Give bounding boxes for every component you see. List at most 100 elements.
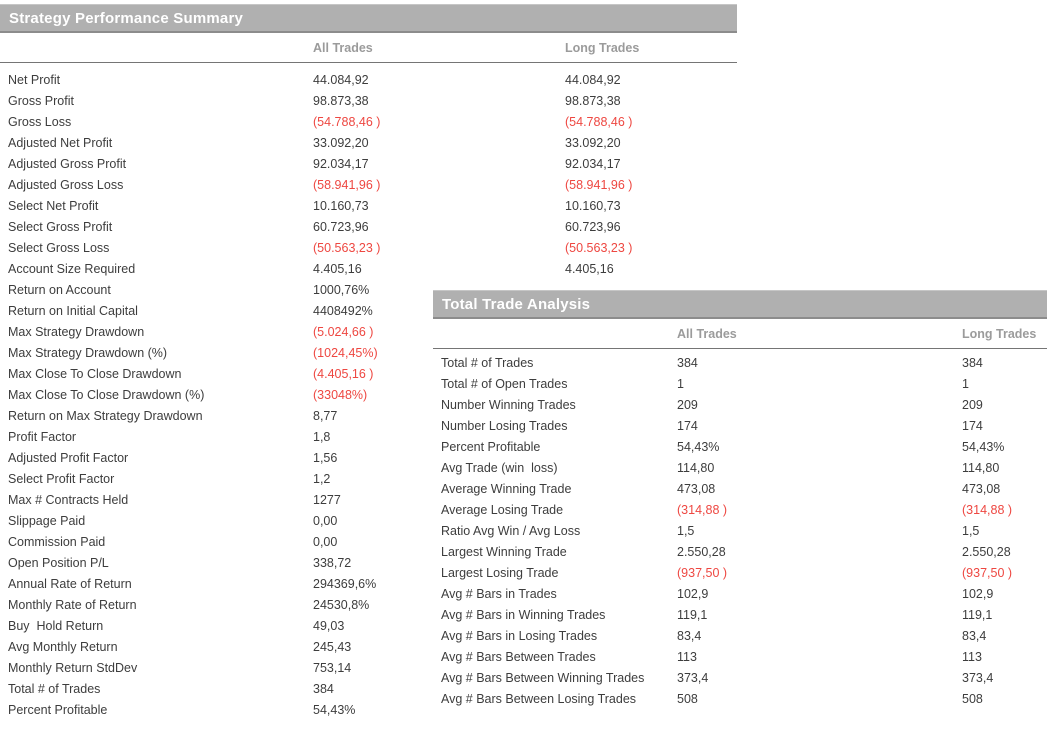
table-row: Largest Losing Trade (937,50 ) (937,50 ) <box>433 563 1047 584</box>
table-row: Avg # Bars Between Trades 113 113 <box>433 647 1047 668</box>
row-value-all-trades: (5.024,66 ) <box>313 325 374 339</box>
row-value-all-trades: (58.941,96 ) <box>313 178 381 192</box>
row-label: Adjusted Net Profit <box>8 136 113 150</box>
table-row: Max Strategy Drawdown (5.024,66 ) <box>0 322 737 343</box>
row-value-all-trades: 113 <box>677 650 697 664</box>
table-row: Avg Monthly Return 245,43 <box>0 637 737 658</box>
row-value-long-trades: 44.084,92 <box>565 73 621 87</box>
strategy-summary-column-header-all-trades: All Trades <box>313 40 373 55</box>
row-label: Monthly Rate of Return <box>8 598 137 612</box>
trade-analysis-header-divider <box>433 348 1047 349</box>
row-value-all-trades: 338,72 <box>313 556 352 570</box>
row-label: Avg Monthly Return <box>8 640 118 654</box>
row-label: Total # of Trades <box>8 682 101 696</box>
row-value-long-trades: 33.092,20 <box>565 136 621 150</box>
row-value-all-trades: 245,43 <box>313 640 352 654</box>
table-row: Net Profit 44.084,92 44.084,92 <box>0 70 737 91</box>
trade-analysis-rows: Total # of Trades 384 384 Total # of Open T… <box>433 349 1047 710</box>
row-label: Avg Trade (win loss) <box>441 461 558 475</box>
row-label: Max Strategy Drawdown <box>8 325 145 339</box>
table-row: Ratio Avg Win / Avg Loss 1,5 1,5 <box>433 521 1047 542</box>
row-value-all-trades: 54,43% <box>677 440 720 454</box>
row-value-all-trades: 24530,8% <box>313 598 370 612</box>
table-row: Select Profit Factor 1,2 <box>0 469 737 490</box>
row-value-long-trades: 473,08 <box>962 482 1001 496</box>
row-value-long-trades: (54.788,46 ) <box>565 115 633 129</box>
table-row: Return on Account 1000,76% <box>0 280 737 301</box>
row-value-all-trades: 0,00 <box>313 514 338 528</box>
table-row: Adjusted Gross Profit 92.034,17 92.034,17 <box>0 154 737 175</box>
row-value-long-trades: 373,4 <box>962 671 994 685</box>
row-value-all-trades: 1,5 <box>677 524 695 538</box>
row-value-all-trades: 1,8 <box>313 430 331 444</box>
table-row: Open Position P/L 338,72 <box>0 553 737 574</box>
row-value-long-trades: 209 <box>962 398 983 412</box>
row-label: Return on Account <box>8 283 111 297</box>
row-label: Max Close To Close Drawdown (%) <box>8 388 205 402</box>
row-label: Buy Hold Return <box>8 619 104 633</box>
trade-analysis-title: Total Trade Analysis <box>442 295 591 313</box>
row-label: Avg # Bars Between Trades <box>441 650 596 664</box>
table-row: Adjusted Profit Factor 1,56 <box>0 448 737 469</box>
row-value-long-trades: 102,9 <box>962 587 994 601</box>
table-row: Select Gross Loss (50.563,23 ) (50.563,23 … <box>0 238 737 259</box>
table-row: Max # Contracts Held 1277 <box>0 490 737 511</box>
table-row: Total # of Trades 384 <box>0 679 737 700</box>
row-value-all-trades: (937,50 ) <box>677 566 728 580</box>
table-row: Avg # Bars in Winning Trades 119,1 119,1 <box>433 605 1047 626</box>
row-label: Total # of Open Trades <box>441 377 568 391</box>
row-value-all-trades: 753,14 <box>313 661 352 675</box>
row-label: Return on Max Strategy Drawdown <box>8 409 203 423</box>
row-label: Slippage Paid <box>8 514 86 528</box>
row-value-all-trades: 4408492% <box>313 304 373 318</box>
row-value-all-trades: 98.873,38 <box>313 94 369 108</box>
row-value-long-trades: (50.563,23 ) <box>565 241 633 255</box>
row-value-all-trades: 1 <box>677 377 684 391</box>
row-value-all-trades: (4.405,16 ) <box>313 367 374 381</box>
row-value-all-trades: 209 <box>677 398 698 412</box>
strategy-summary-rows: Net Profit 44.084,92 44.084,92 Gross Profit… <box>0 63 737 721</box>
table-row: Number Losing Trades 174 174 <box>433 416 1047 437</box>
row-label: Net Profit <box>8 73 61 87</box>
table-row: Total # of Open Trades 1 1 <box>433 374 1047 395</box>
row-value-long-trades: 10.160,73 <box>565 199 621 213</box>
row-value-all-trades: 473,08 <box>677 482 716 496</box>
table-row: Total # of Trades 384 384 <box>433 353 1047 374</box>
row-value-long-trades: 119,1 <box>962 608 993 622</box>
table-row: Avg # Bars in Trades 102,9 102,9 <box>433 584 1047 605</box>
table-row: Adjusted Gross Loss (58.941,96 ) (58.941,9… <box>0 175 737 196</box>
row-label: Gross Loss <box>8 115 72 129</box>
trade-analysis-title-bar: Total Trade Analysis <box>433 290 1047 319</box>
row-label: Adjusted Profit Factor <box>8 451 129 465</box>
table-row: Average Winning Trade 473,08 473,08 <box>433 479 1047 500</box>
table-row: Average Losing Trade (314,88 ) (314,88 ) <box>433 500 1047 521</box>
strategy-summary-title: Strategy Performance Summary <box>9 9 244 27</box>
row-label: Select Gross Profit <box>8 220 113 234</box>
row-value-all-trades: (314,88 ) <box>677 503 728 517</box>
row-label: Select Net Profit <box>8 199 99 213</box>
row-value-all-trades: 384 <box>313 682 334 696</box>
row-label: Avg # Bars in Losing Trades <box>441 629 598 643</box>
row-label: Number Losing Trades <box>441 419 568 433</box>
trade-analysis-column-headers: All Trades Long Trades <box>433 319 1047 348</box>
table-row: Buy Hold Return 49,03 <box>0 616 737 637</box>
trade-analysis-column-header-long-trades: Long Trades <box>962 326 1037 341</box>
row-label: Largest Losing Trade <box>441 566 559 580</box>
table-row: Return on Initial Capital 4408492% <box>0 301 737 322</box>
row-value-all-trades: 384 <box>677 356 698 370</box>
row-value-all-trades: 119,1 <box>677 608 708 622</box>
row-label: Average Winning Trade <box>441 482 572 496</box>
row-label: Ratio Avg Win / Avg Loss <box>441 524 581 538</box>
table-row: Profit Factor 1,8 <box>0 427 737 448</box>
row-value-long-trades: 384 <box>962 356 983 370</box>
table-row: Monthly Rate of Return 24530,8% <box>0 595 737 616</box>
strategy-summary-header-divider <box>0 62 737 63</box>
row-label: Max Strategy Drawdown (%) <box>8 346 168 360</box>
row-label: Average Losing Trade <box>441 503 564 517</box>
table-row: Gross Profit 98.873,38 98.873,38 <box>0 91 737 112</box>
table-row: Percent Profitable 54,43% <box>0 700 737 721</box>
row-value-all-trades: (54.788,46 ) <box>313 115 381 129</box>
row-label: Monthly Return StdDev <box>8 661 138 675</box>
row-label: Return on Initial Capital <box>8 304 138 318</box>
table-row: Annual Rate of Return 294369,6% <box>0 574 737 595</box>
